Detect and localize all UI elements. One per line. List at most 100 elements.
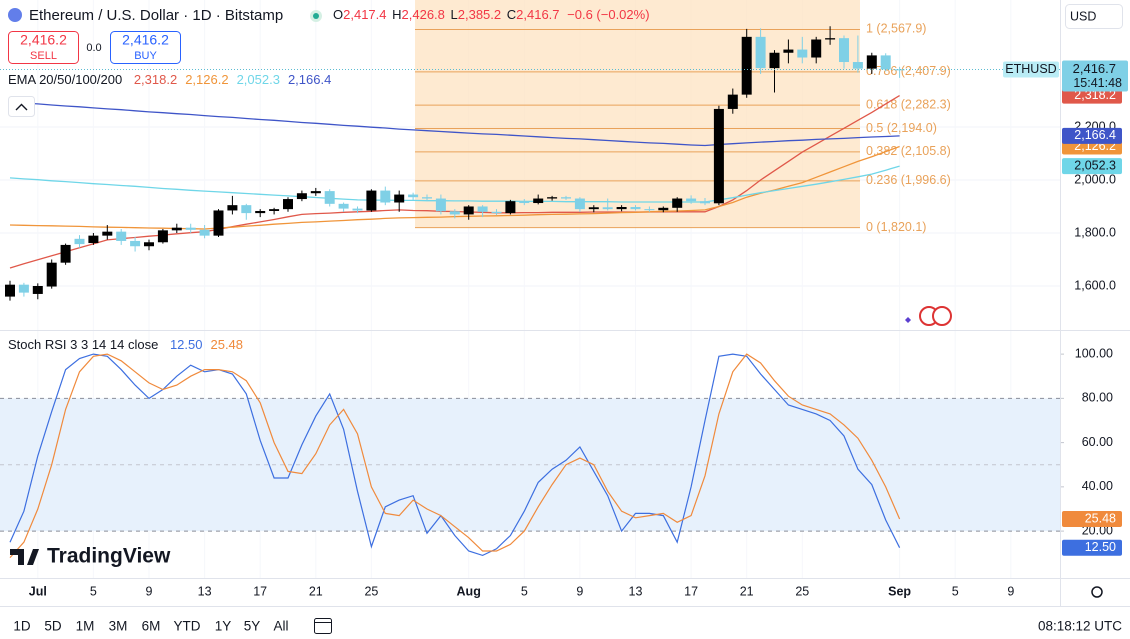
range-button[interactable]: 6M [142,619,161,634]
candle-body [269,209,280,211]
range-button[interactable]: 5D [44,619,62,634]
clock: 08:18:12 UTC [1038,619,1122,634]
last-price-badge [1062,60,1128,92]
y-tick-label: 40.00 [1082,479,1113,493]
candle-body [338,203,349,209]
candle-body [630,207,641,210]
candle-body [60,244,71,263]
collapse-icon [15,103,28,111]
price-badge-label: 12.50 [1085,540,1116,554]
x-tick-label: Sep [888,584,911,598]
candle-body [463,206,474,215]
x-tick-label: 5 [521,584,528,598]
y-tick-label: 1,800.0 [1074,225,1116,239]
candle-body [394,194,405,203]
ema-legend-title: EMA 20/50/100/200 [8,72,122,87]
candle-body [839,38,849,63]
x-tick-label: 9 [576,584,583,598]
candle-body [866,55,877,69]
x-tick-label: Aug [457,584,481,598]
candle-body [5,284,15,297]
candle-body [658,207,669,211]
candle-body [797,49,808,58]
ema-legend-value: 2,052.3 [237,72,280,87]
sell-price: 2,416.2 [20,32,67,48]
candle-body [602,207,613,210]
x-tick-label: 5 [952,584,959,598]
fib-label: 0.618 (2,282.3) [866,97,951,111]
y-tick-label: 80.00 [1082,391,1113,405]
sell-button[interactable] [8,31,79,64]
candle-body [241,205,252,214]
calendar-icon[interactable] [314,618,332,634]
indicator-line [9,101,900,147]
range-button[interactable]: All [273,619,288,634]
candle-body [547,197,558,199]
y-tick-label: 60.00 [1082,435,1113,449]
countdown: 15:41:48 [1073,76,1122,90]
candle-body [116,231,127,241]
stoch-title: Stoch RSI 3 3 14 14 close [8,337,158,352]
range-button[interactable]: 3M [109,619,128,634]
candle-body [852,62,863,69]
candle-body [574,198,585,210]
candle-body [408,194,419,198]
candle-body [700,201,710,204]
settings-icon[interactable] [1091,586,1103,598]
candle-body [213,210,224,236]
price-badge [1062,510,1122,527]
candle-body [227,205,238,211]
y-tick-label: 2,000.0 [1074,172,1116,186]
collapse-button[interactable] [8,96,35,117]
indicator-line [9,165,900,203]
candle-body [435,198,446,212]
y-tick-label: 1,600.0 [1074,278,1116,292]
candle-body [130,240,141,247]
fib-label: 0.236 (1,996.6) [866,173,951,187]
candle-body [880,55,891,70]
candle-body [713,108,724,204]
ohlc-legend: O2,417.4 H2,426.8 L2,385.2 C2,416.7 −0.6… [333,7,650,22]
fib-zone [415,0,860,228]
candle-body [644,209,655,211]
price-badge [1062,87,1122,104]
candle-body [519,201,530,204]
candle-body [588,207,599,210]
range-button[interactable]: 5Y [244,619,261,634]
candle-body [686,198,697,202]
stoch-legend-value: 25.48 [210,337,243,352]
buy-price: 2,416.2 [122,32,169,48]
currency-select[interactable] [1065,4,1123,29]
status-dot [313,13,319,19]
ema-legend-value: 2,318.2 [134,72,177,87]
candle-body [741,36,752,95]
ohlc-value: 2,416.7 [516,7,559,22]
range-button[interactable]: YTD [174,619,201,634]
sell-label: SELL [30,50,57,62]
candle-body [310,191,321,194]
buy-button[interactable] [110,31,181,64]
fib-label: 0 (1,820.1) [866,220,926,234]
x-tick-label: 21 [740,584,754,598]
indicator-line [9,353,901,559]
candle-body [769,52,780,69]
price-badge-label: 2,052.3 [1074,158,1116,172]
stoch-legend-value: 12.50 [170,337,203,352]
last-price-label: 2,416.7 [1073,61,1116,76]
candle-body [533,198,544,204]
spread: 0.0 [86,42,101,54]
range-button[interactable]: 1Y [215,619,232,634]
x-tick-label: 13 [198,584,212,598]
toolbar: 1D 5D 1M 3M 6M YTD 1Y 5Y All [13,619,288,634]
event-icon [905,317,911,323]
range-button[interactable]: 1M [76,619,95,634]
candle-body [171,227,182,231]
ema-legend: EMA 20/50/100/200 2,318.2 2,126.2 2,052.3 2… [8,72,331,87]
range-button[interactable]: 1D [13,619,31,634]
candle-body [283,199,293,210]
ohlc-key: H [392,7,401,22]
candle-body [185,227,196,230]
x-tick-label: 13 [629,584,643,598]
